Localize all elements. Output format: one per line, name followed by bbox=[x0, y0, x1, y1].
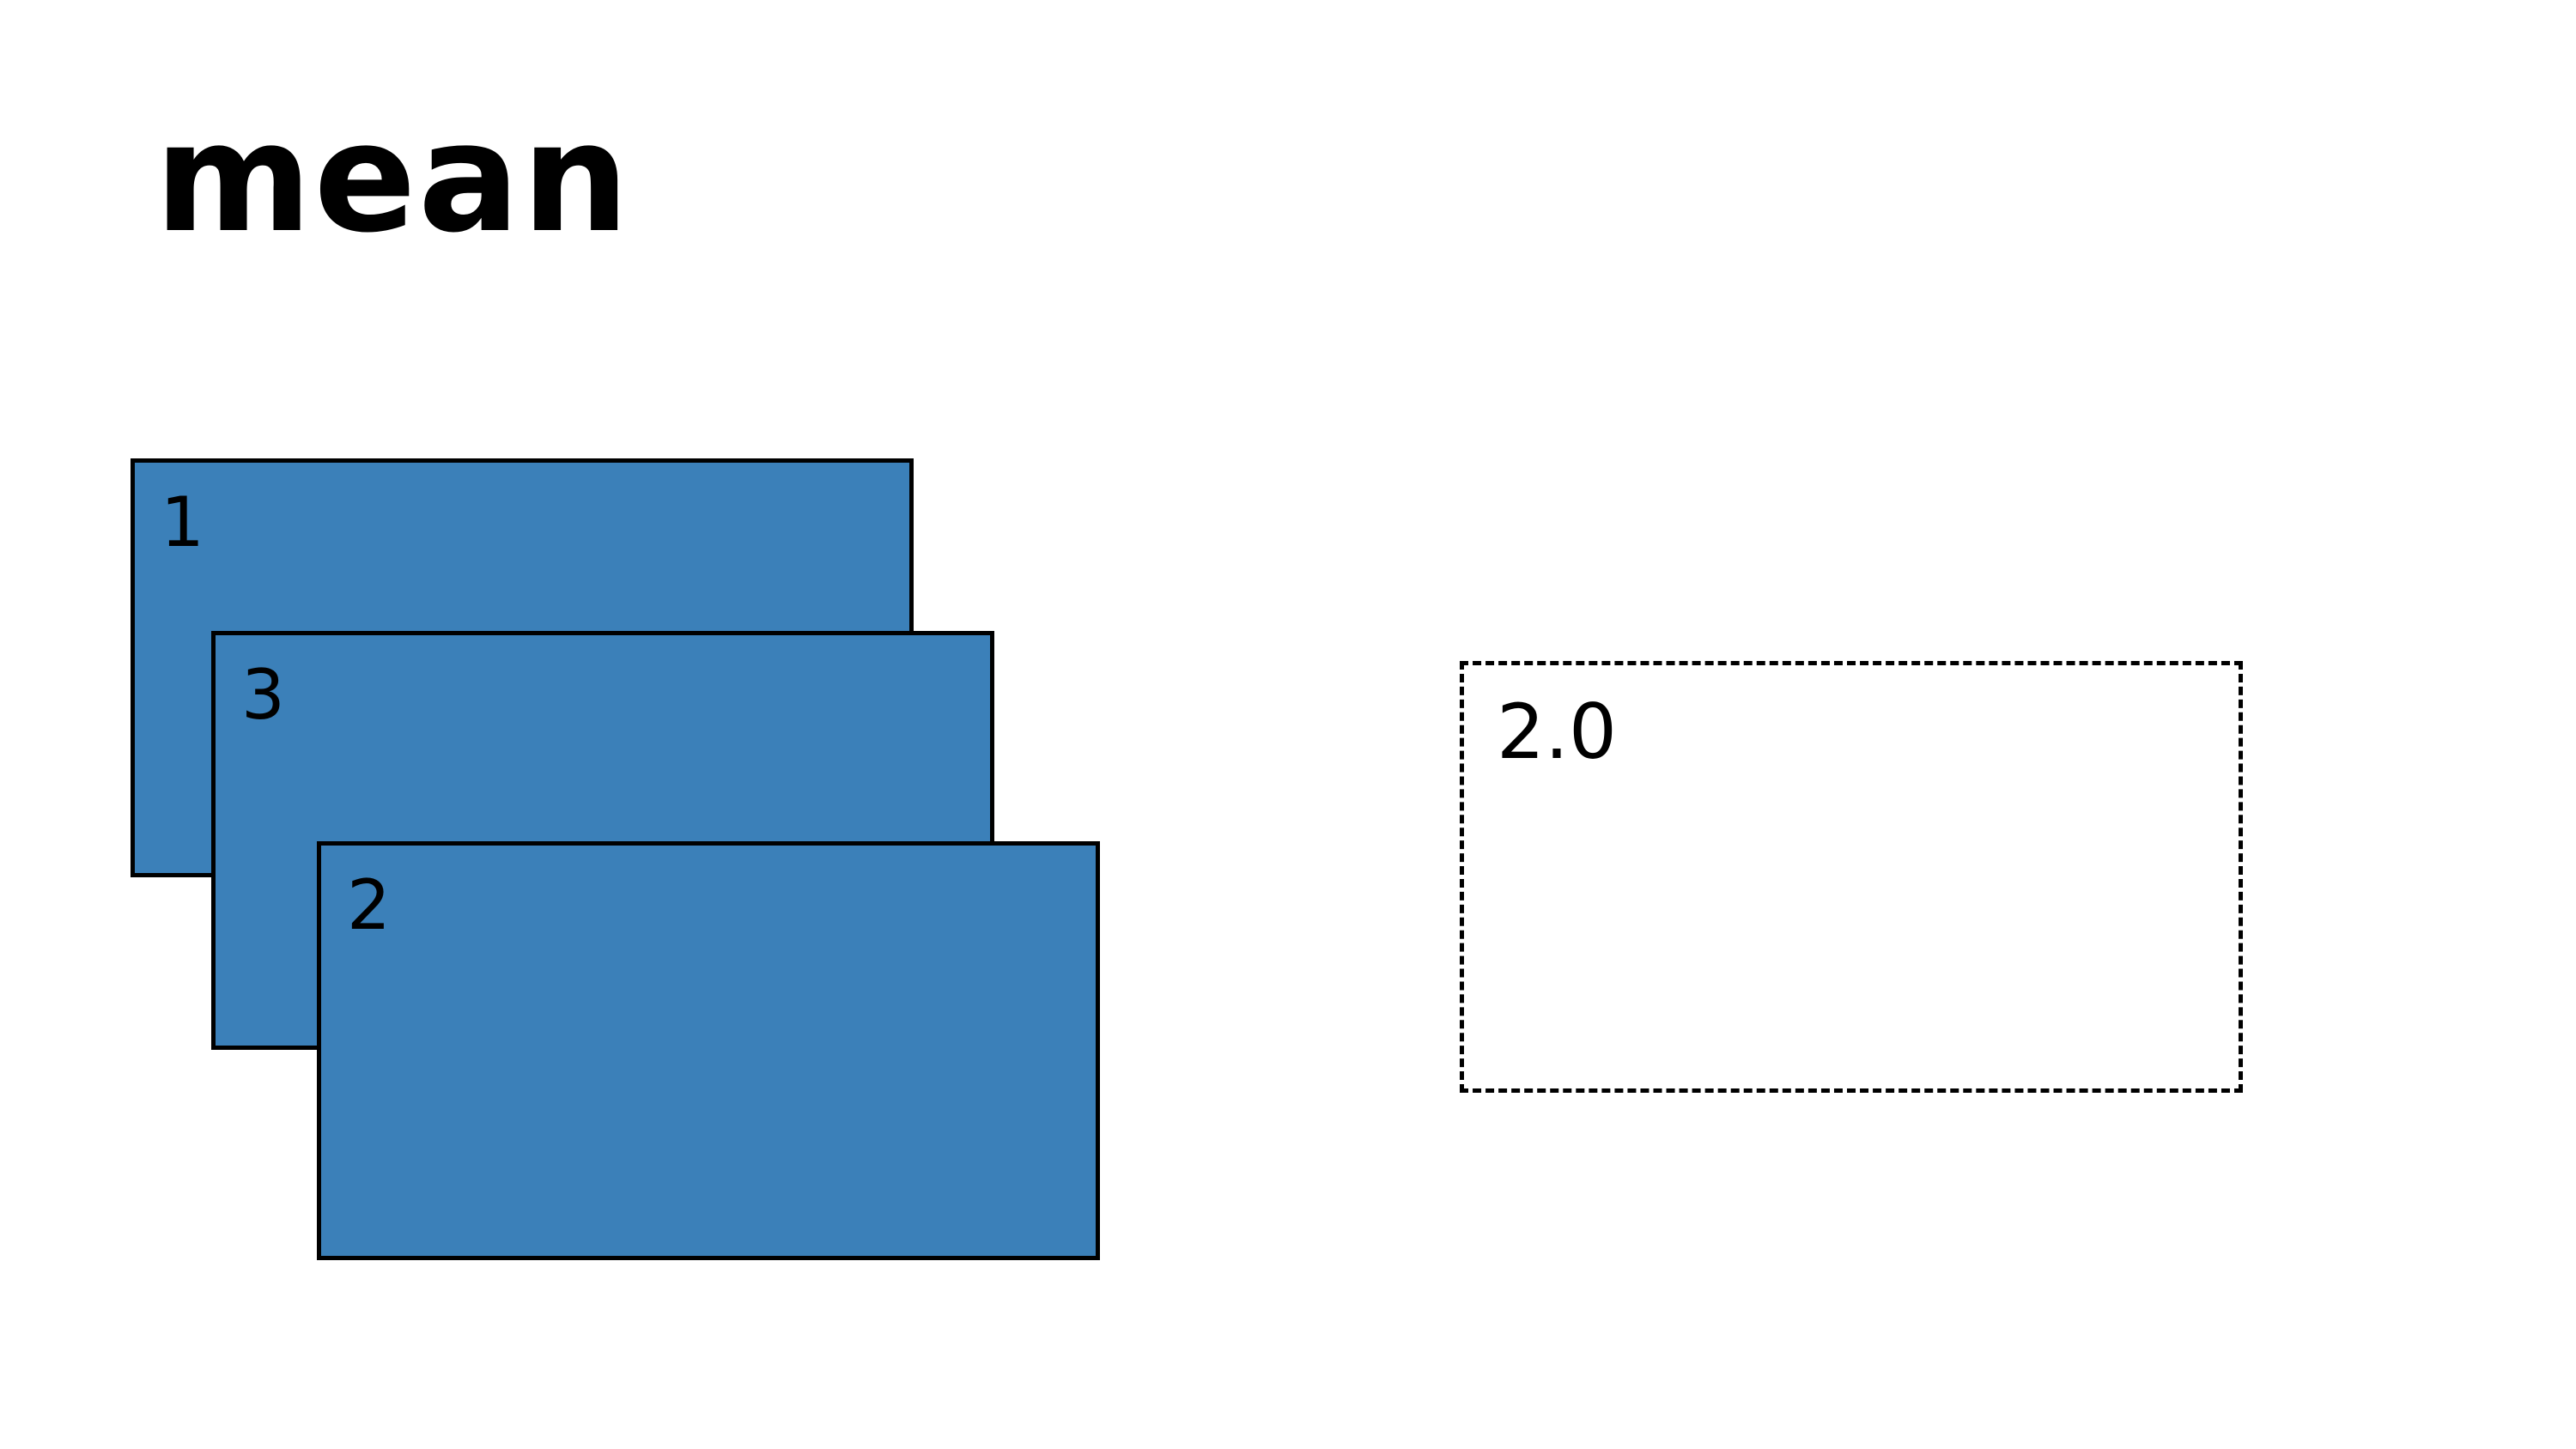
input-card-2-value: 3 bbox=[241, 655, 285, 735]
diagram-title: mean bbox=[155, 90, 631, 266]
input-card-1-value: 1 bbox=[161, 482, 204, 562]
result-value: 2.0 bbox=[1497, 688, 1617, 776]
input-card-3: 2 bbox=[317, 841, 1100, 1260]
input-card-3-value: 2 bbox=[347, 865, 391, 945]
result-card: 2.0 bbox=[1460, 661, 2243, 1093]
